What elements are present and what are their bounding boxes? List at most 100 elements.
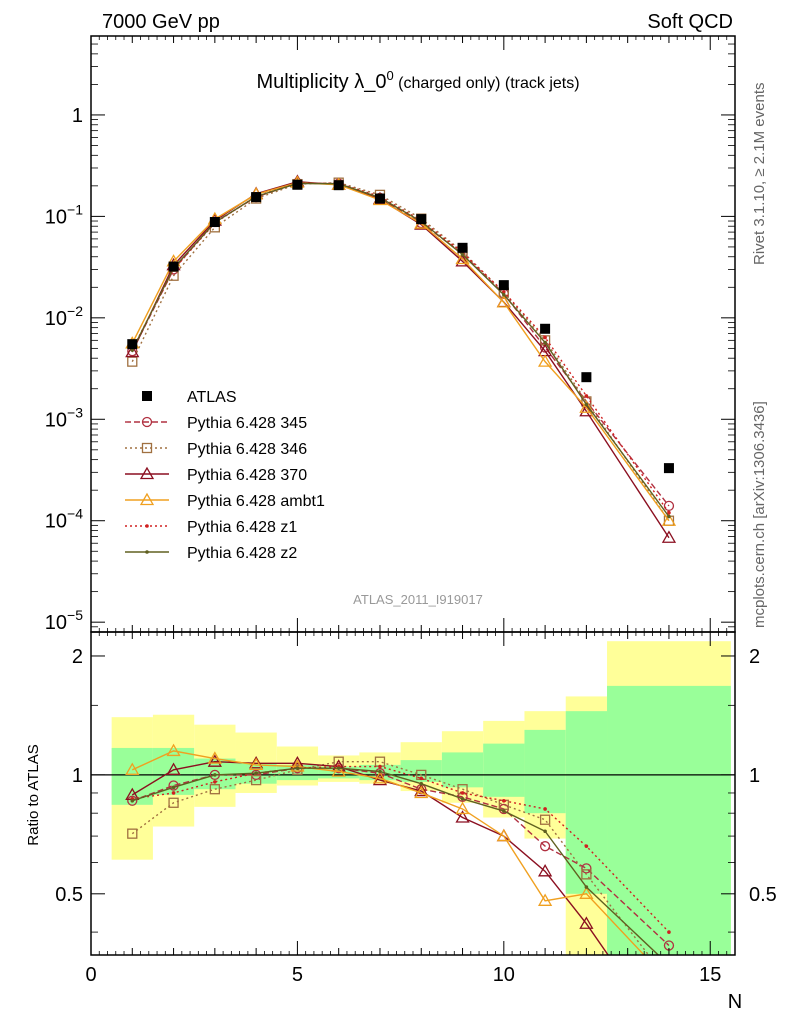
point-marker <box>579 916 594 929</box>
point-marker <box>416 214 427 225</box>
point-marker <box>661 530 677 543</box>
point-marker <box>249 757 264 771</box>
point-marker <box>209 784 220 795</box>
point-marker <box>139 492 155 506</box>
main-panel: 10−5 10−4 10−3 10−2 10−1 1 <box>45 35 736 634</box>
point-marker <box>584 402 589 407</box>
point-marker <box>141 442 153 454</box>
point-marker <box>498 280 509 291</box>
point-marker <box>414 783 429 797</box>
point-marker <box>292 179 303 190</box>
point-marker <box>168 797 179 808</box>
point-marker <box>254 771 258 775</box>
point-marker <box>331 764 346 777</box>
point-marker <box>378 764 382 769</box>
point-marker <box>584 844 589 848</box>
point-marker <box>537 864 553 877</box>
point-marker <box>295 766 300 770</box>
point-marker <box>543 807 547 811</box>
x-tick-label: 15 <box>699 964 721 986</box>
point-marker <box>290 759 305 772</box>
point-marker <box>581 863 592 874</box>
legend-entry: ATLAS <box>142 389 237 406</box>
y-tick-label: 10−3 <box>45 404 83 431</box>
point-marker <box>207 751 222 764</box>
point-marker <box>502 798 506 803</box>
series-ratio-line <box>131 760 609 955</box>
point-marker <box>250 774 262 786</box>
point-marker <box>250 769 262 781</box>
point-marker <box>171 785 176 790</box>
point-marker <box>333 180 344 191</box>
inner-band-bin <box>607 685 731 955</box>
point-marker <box>249 755 264 769</box>
point-marker <box>125 762 140 775</box>
legend-label: Pythia 6.428 z1 <box>187 519 297 536</box>
point-marker <box>130 798 135 803</box>
series-ratio-line <box>131 750 645 955</box>
point-marker <box>455 810 470 823</box>
point-marker <box>145 550 149 554</box>
point-marker <box>125 344 140 358</box>
point-marker <box>667 510 671 515</box>
x-axis-label: N <box>728 991 742 1013</box>
series-6-ratio <box>130 766 671 967</box>
point-marker <box>207 754 222 767</box>
point-marker <box>130 348 135 352</box>
point-marker <box>139 466 155 480</box>
header-right-label: Soft QCD <box>647 11 733 33</box>
legend-label: ATLAS <box>187 389 237 406</box>
rivet-label: Rivet 3.1.10, ≥ 2.1M events <box>751 83 768 266</box>
point-marker <box>213 780 217 784</box>
legend-entry: Pythia 6.428 ambt1 <box>125 492 325 510</box>
point-marker <box>581 372 592 383</box>
point-marker <box>543 829 547 834</box>
point-marker <box>142 391 152 401</box>
legend-label: Pythia 6.428 346 <box>187 441 307 458</box>
y-tick-label: 10−2 <box>45 303 83 330</box>
inner-band-bin <box>441 752 484 788</box>
point-marker <box>378 769 382 774</box>
legend-entry: Pythia 6.428 z2 <box>125 545 297 562</box>
main-frame <box>90 35 736 633</box>
legend-entry: Pythia 6.428 345 <box>125 415 307 432</box>
atlas-data-points <box>127 179 674 474</box>
point-marker <box>496 295 511 308</box>
legend-label: Pythia 6.428 345 <box>187 415 307 432</box>
point-marker <box>667 514 671 519</box>
ratio-y-tick-label: 1 <box>72 765 83 787</box>
point-marker <box>663 500 675 512</box>
legend-label: Pythia 6.428 370 <box>187 467 307 484</box>
series-3-main <box>125 174 677 543</box>
point-marker <box>543 340 547 345</box>
point-marker <box>127 339 138 350</box>
point-marker <box>539 814 551 825</box>
point-marker <box>127 828 138 839</box>
point-marker <box>166 743 181 757</box>
point-marker <box>579 403 594 417</box>
y-tick-label: 1 <box>72 105 83 127</box>
point-marker <box>419 776 424 781</box>
ratio-y-tick-label-right: 1 <box>749 765 760 787</box>
point-marker <box>145 524 149 528</box>
legend-entry: Pythia 6.428 z1 <box>125 519 297 536</box>
point-marker <box>502 292 506 297</box>
mcplots-label: mcplots.cern.ch [arXiv:1306.3436] <box>751 401 768 628</box>
point-marker <box>292 764 303 775</box>
point-marker <box>455 801 470 815</box>
point-marker <box>502 290 506 294</box>
inner-band-bin <box>524 729 566 814</box>
chart-title: Multiplicity λ_00 (charged only) (track … <box>256 68 579 93</box>
legend-label: Pythia 6.428 ambt1 <box>187 493 325 510</box>
y-tick-label: 10−5 <box>45 607 83 634</box>
x-tick-label: 0 <box>85 964 96 986</box>
ratio-y-tick-label: 0.5 <box>55 884 83 906</box>
point-marker <box>581 869 592 880</box>
x-tick-label: 10 <box>493 964 515 986</box>
point-marker <box>213 773 217 777</box>
series-4-ratio <box>125 743 645 955</box>
point-marker <box>414 785 429 799</box>
point-marker <box>667 963 671 967</box>
legend-label: Pythia 6.428 z2 <box>187 545 297 562</box>
